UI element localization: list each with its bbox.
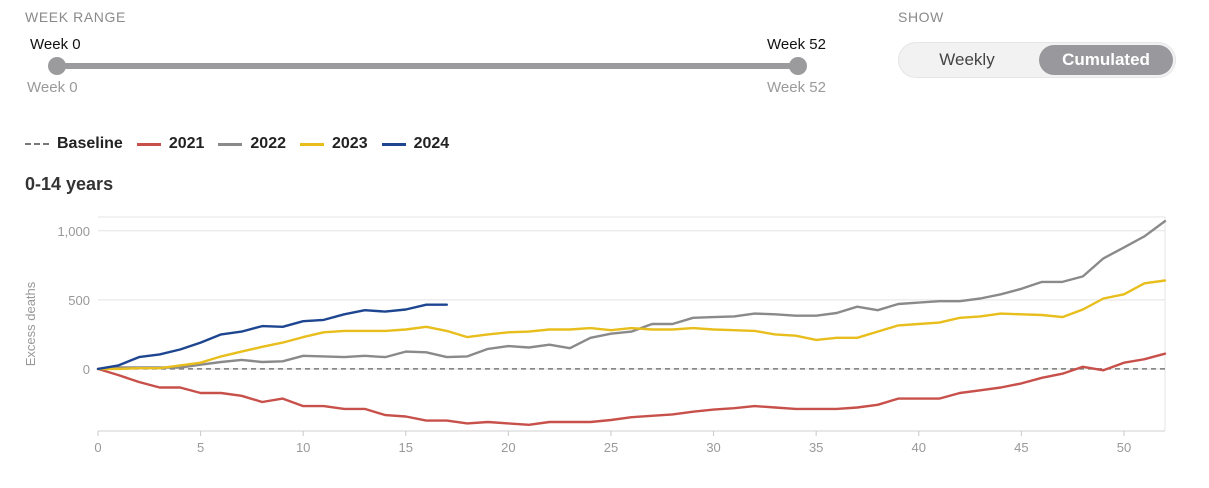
toggle-weekly[interactable]: Weekly: [939, 50, 995, 69]
show-label: SHOW: [898, 9, 944, 25]
y-tick-label: 1,000: [57, 224, 90, 239]
y-axis-label: Excess deaths: [23, 281, 38, 366]
legend-label-2022: 2022: [250, 135, 286, 152]
series-line-2021: [96, 352, 1167, 427]
week-range-slider[interactable]: Week 0 Week 52 Week 0 Week 52: [25, 34, 845, 96]
show-toggle[interactable]: Weekly Cumulated: [898, 42, 1176, 78]
legend-swatch-2024: [381, 142, 406, 146]
x-tick-label: 5: [197, 440, 204, 455]
range-start-value: Week 0: [30, 36, 81, 53]
legend-item-2021[interactable]: 2021: [136, 135, 205, 153]
y-tick-label: 0: [83, 362, 90, 377]
series-line-2023: [96, 279, 1167, 371]
legend-label-baseline: Baseline: [57, 135, 123, 152]
x-tick-label: 0: [94, 440, 101, 455]
range-min-label: Week 0: [27, 79, 78, 96]
y-tick-label: 500: [68, 293, 90, 308]
x-tick-label: 15: [399, 440, 413, 455]
range-end-handle[interactable]: [789, 57, 807, 75]
x-tick-label: 35: [809, 440, 823, 455]
x-tick-label: 25: [604, 440, 618, 455]
legend-item-2024[interactable]: 2024: [381, 135, 450, 153]
chart-title: 0-14 years: [25, 174, 114, 194]
legend-swatch-2022: [218, 142, 243, 146]
range-end-value: Week 52: [767, 36, 826, 53]
x-tick-label: 30: [706, 440, 720, 455]
excess-deaths-chart: 0 500 1,000 0 5 10 15 20 25 30 35 40 45 50 Excess deat…: [23, 216, 1167, 455]
legend-label-2021: 2021: [168, 135, 205, 152]
x-tick-label: 20: [501, 440, 515, 455]
legend-item-2023[interactable]: 2023: [300, 135, 368, 153]
series-line-2022: [96, 219, 1167, 371]
x-tick-label: 40: [912, 440, 926, 455]
legend-item-baseline[interactable]: Baseline: [25, 135, 123, 153]
x-tick-label: 45: [1014, 440, 1028, 455]
legend-item-2022[interactable]: 2022: [218, 135, 286, 153]
range-start-handle[interactable]: [48, 57, 66, 75]
legend-swatch-2021: [136, 142, 161, 146]
week-range-label: WEEK RANGE: [25, 9, 126, 25]
range-max-label: Week 52: [767, 79, 826, 96]
legend-swatch-baseline: [25, 143, 49, 145]
x-tick-label: 50: [1117, 440, 1131, 455]
series-line-2024: [96, 303, 448, 371]
toggle-cumulated[interactable]: Cumulated: [1039, 45, 1173, 75]
legend-label-2024: 2024: [413, 135, 450, 152]
slider-track[interactable]: [57, 63, 799, 69]
legend-swatch-2023: [300, 142, 324, 146]
legend-label-2023: 2023: [332, 135, 368, 152]
x-tick-label: 10: [296, 440, 310, 455]
chart-legend: Baseline 2021 2022 2023 2024: [25, 134, 463, 154]
